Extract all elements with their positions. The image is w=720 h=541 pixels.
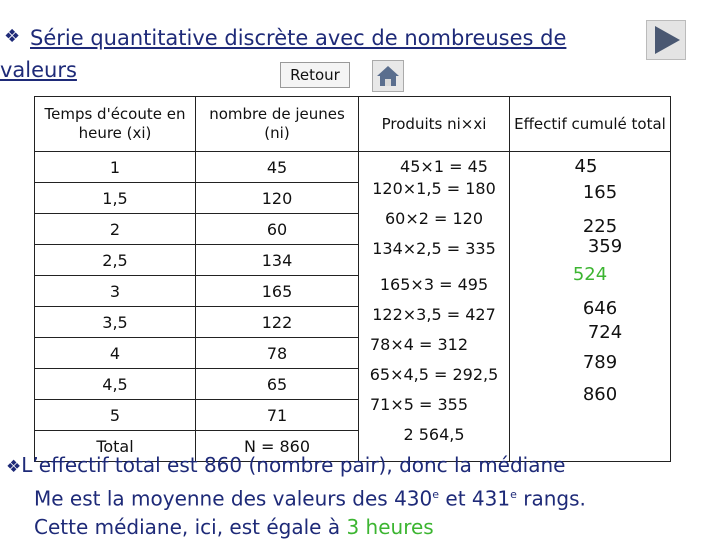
home-button[interactable] bbox=[372, 60, 404, 92]
table-row: 2,5 134 bbox=[34, 244, 671, 276]
header-cumulative: Effectif cumulé total bbox=[509, 96, 671, 152]
cell-ni: 60 bbox=[195, 213, 359, 245]
cell-total-n: N = 860 bbox=[195, 430, 359, 462]
cell-ni: 65 bbox=[195, 368, 359, 400]
header-product: Produits ni×xi bbox=[358, 96, 510, 152]
next-slide-button[interactable] bbox=[646, 20, 686, 60]
cumulative-value: 860 bbox=[582, 384, 618, 405]
cumulative-value: 646 bbox=[582, 298, 618, 319]
conclusion-line3: Cette médiane, ici, est égale à 3 heures bbox=[34, 514, 434, 539]
cumulative-column: 45 165 225 359 524 646 724 789 860 bbox=[509, 151, 671, 462]
cell-ni: 122 bbox=[195, 306, 359, 338]
diamond-bullet-icon: ❖ bbox=[4, 26, 21, 47]
cell-ni: 78 bbox=[195, 337, 359, 369]
product-value: 120×1,5 = 180 bbox=[372, 179, 496, 198]
cell-xi: 1,5 bbox=[34, 182, 196, 214]
cell-xi: 2,5 bbox=[34, 244, 196, 276]
cell-ni: 165 bbox=[195, 275, 359, 307]
table-row: 1 45 45×1 = 45 120×1,5 = 180 60×2 = 120 … bbox=[34, 151, 671, 462]
diamond-bullet-icon: ❖ bbox=[6, 457, 22, 477]
product-value: 134×2,5 = 335 bbox=[372, 239, 496, 258]
cell-ni: 134 bbox=[195, 244, 359, 276]
product-value: 165×3 = 495 bbox=[379, 275, 489, 294]
product-value: 45×1 = 45 bbox=[400, 157, 488, 176]
table-total-row: Total N = 860 bbox=[34, 430, 671, 462]
product-total: 2 564,5 bbox=[403, 425, 465, 444]
cumulative-value: 724 bbox=[587, 322, 623, 343]
cumulative-value: 165 bbox=[582, 182, 618, 203]
cell-xi: 3 bbox=[34, 275, 196, 307]
retour-button[interactable]: Retour bbox=[280, 62, 350, 88]
header-xi: Temps d'écoute en heure (xi) bbox=[34, 96, 196, 152]
conclusion-text: ❖L’effectif total est 860 (nombre pair),… bbox=[6, 451, 586, 541]
header-ni: nombre de jeunes (ni) bbox=[195, 96, 359, 152]
cell-xi: 4 bbox=[34, 337, 196, 369]
conclusion-line1: ❖L’effectif total est 860 (nombre pair),… bbox=[6, 453, 566, 477]
product-value: 122×3,5 = 427 bbox=[372, 305, 496, 324]
frequency-table: Temps d'écoute en heure (xi) nombre de j… bbox=[34, 96, 671, 462]
cumulative-value: 225 bbox=[582, 216, 618, 237]
home-icon bbox=[377, 66, 399, 86]
cell-ni: 120 bbox=[195, 182, 359, 214]
cell-xi: 5 bbox=[34, 399, 196, 431]
table-row: 3 165 bbox=[34, 275, 671, 307]
page-title-line1: Série quantitative discrète avec de nomb… bbox=[30, 26, 567, 50]
conclusion-line2: Me est la moyenne des valeurs des 430e e… bbox=[34, 486, 586, 511]
table-row: 3,5 122 bbox=[34, 306, 671, 338]
cell-xi: 4,5 bbox=[34, 368, 196, 400]
cumulative-value: 789 bbox=[582, 352, 618, 373]
product-value: 60×2 = 120 bbox=[384, 209, 484, 228]
product-value: 71×5 = 355 bbox=[369, 395, 469, 414]
table-header-row: Temps d'écoute en heure (xi) nombre de j… bbox=[34, 96, 671, 152]
product-value: 65×4,5 = 292,5 bbox=[369, 365, 499, 384]
table-row: 4,5 65 bbox=[34, 368, 671, 400]
play-next-icon bbox=[655, 26, 680, 54]
cumulative-value: 359 bbox=[587, 236, 623, 257]
table-row: 5 71 bbox=[34, 399, 671, 431]
cumulative-value: 45 bbox=[574, 156, 598, 177]
cell-xi: 3,5 bbox=[34, 306, 196, 338]
median-answer: 3 heures bbox=[346, 514, 434, 539]
cumulative-value-median: 524 bbox=[572, 264, 608, 285]
cell-ni: 45 bbox=[195, 151, 359, 183]
cell-xi: 1 bbox=[34, 151, 196, 183]
cell-ni: 71 bbox=[195, 399, 359, 431]
products-column: 45×1 = 45 120×1,5 = 180 60×2 = 120 134×2… bbox=[358, 151, 510, 462]
product-value: 78×4 = 312 bbox=[369, 335, 469, 354]
page-title-line2: valeurs bbox=[0, 58, 77, 82]
cell-total-label: Total bbox=[34, 430, 196, 462]
cell-xi: 2 bbox=[34, 213, 196, 245]
